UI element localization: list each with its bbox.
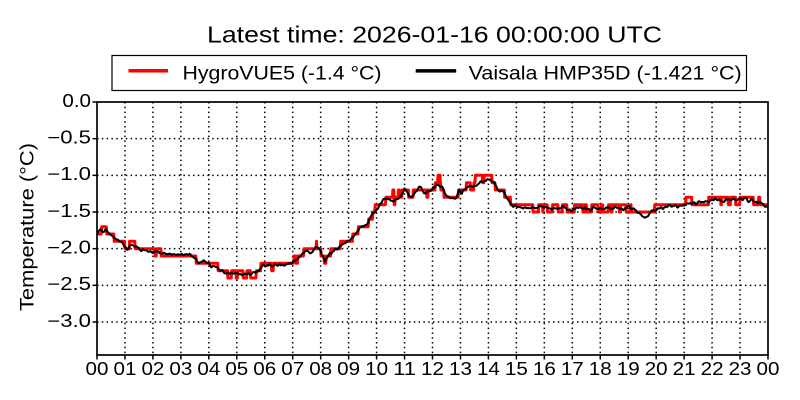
svg-text:17: 17 <box>561 359 584 379</box>
svg-text:12: 12 <box>421 359 444 379</box>
svg-text:01: 01 <box>114 359 137 379</box>
svg-text:07: 07 <box>281 359 304 379</box>
svg-text:14: 14 <box>477 359 500 379</box>
svg-text:Temperature (°C): Temperature (°C) <box>17 143 39 311</box>
svg-text:18: 18 <box>589 359 612 379</box>
svg-text:00: 00 <box>86 359 109 379</box>
svg-text:11: 11 <box>393 359 416 379</box>
svg-text:04: 04 <box>197 359 220 379</box>
svg-text:22: 22 <box>701 359 724 379</box>
svg-text:19: 19 <box>617 359 640 379</box>
svg-text:02: 02 <box>141 359 164 379</box>
svg-text:−3.0: −3.0 <box>47 311 91 331</box>
svg-text:HygroVUE5 (-1.4 °C): HygroVUE5 (-1.4 °C) <box>183 63 382 84</box>
svg-text:09: 09 <box>337 359 360 379</box>
svg-text:Latest time: 2026-01-16 00:00:: Latest time: 2026-01-16 00:00:00 UTC <box>207 22 662 48</box>
svg-text:−2.5: −2.5 <box>47 274 91 294</box>
svg-text:03: 03 <box>169 359 192 379</box>
svg-text:16: 16 <box>533 359 556 379</box>
svg-text:−0.5: −0.5 <box>47 127 91 147</box>
svg-text:21: 21 <box>673 359 696 379</box>
svg-text:Vaisala HMP35D (-1.421 °C): Vaisala HMP35D (-1.421 °C) <box>469 63 742 84</box>
svg-text:20: 20 <box>645 359 668 379</box>
svg-text:06: 06 <box>253 359 276 379</box>
svg-text:−1.5: −1.5 <box>47 201 91 221</box>
svg-text:15: 15 <box>505 359 528 379</box>
svg-text:13: 13 <box>449 359 472 379</box>
svg-text:−1.0: −1.0 <box>47 164 91 184</box>
svg-text:0.0: 0.0 <box>62 91 91 111</box>
svg-text:08: 08 <box>309 359 332 379</box>
svg-text:−2.0: −2.0 <box>47 237 91 257</box>
svg-text:00: 00 <box>757 359 780 379</box>
svg-text:23: 23 <box>729 359 752 379</box>
svg-text:05: 05 <box>225 359 248 379</box>
svg-text:10: 10 <box>365 359 388 379</box>
